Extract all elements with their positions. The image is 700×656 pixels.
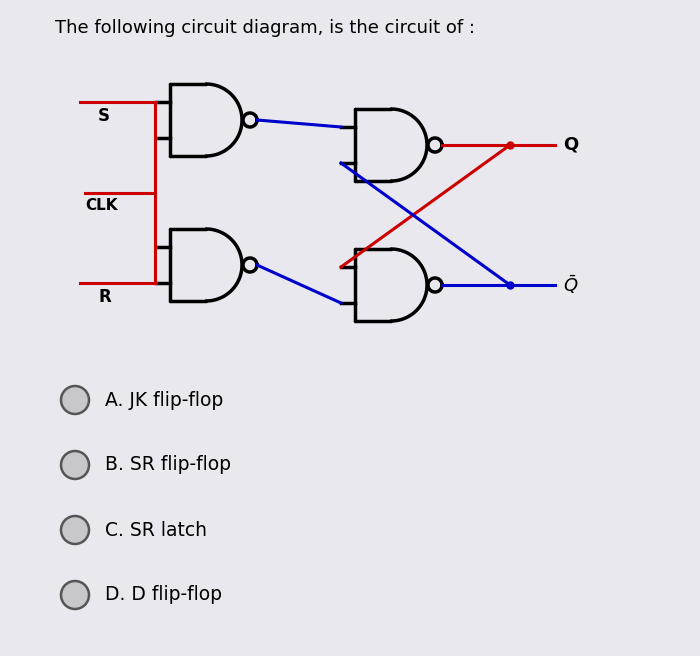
Circle shape bbox=[61, 516, 89, 544]
Text: D. D flip-flop: D. D flip-flop bbox=[105, 586, 222, 604]
Text: A. JK flip-flop: A. JK flip-flop bbox=[105, 390, 223, 409]
Text: The following circuit diagram, is the circuit of :: The following circuit diagram, is the ci… bbox=[55, 19, 475, 37]
Circle shape bbox=[61, 451, 89, 479]
Circle shape bbox=[61, 386, 89, 414]
Text: Q: Q bbox=[563, 136, 578, 154]
Text: C. SR latch: C. SR latch bbox=[105, 520, 207, 539]
Text: B. SR flip-flop: B. SR flip-flop bbox=[105, 455, 231, 474]
Text: $\bar{Q}$: $\bar{Q}$ bbox=[563, 274, 578, 297]
Circle shape bbox=[61, 581, 89, 609]
Text: CLK: CLK bbox=[85, 197, 118, 213]
Text: R: R bbox=[98, 288, 111, 306]
Text: S: S bbox=[98, 107, 110, 125]
